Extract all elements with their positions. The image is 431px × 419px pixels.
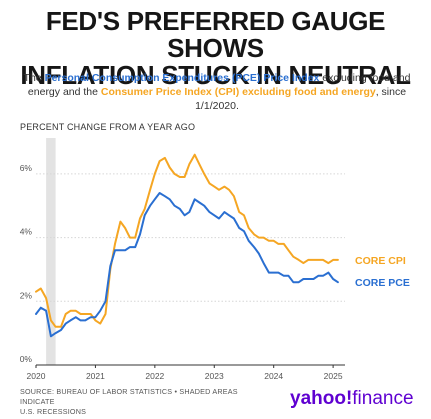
subtitle-pce-label: Personal Consumption Expenditures (PCE) …: [44, 72, 320, 84]
title-line-1: FED'S PREFERRED GAUGE SHOWS: [45, 6, 386, 63]
series-label-core-cpi: CORE CPI: [355, 255, 406, 267]
x-tick-label: 2020: [27, 371, 46, 381]
x-tick-label: 2022: [145, 371, 164, 381]
logo-finance: finance: [352, 388, 414, 409]
source-line-1: SOURCE: BUREAU OF LABOR STATISTICS • SHA…: [20, 387, 238, 406]
source-line-2: U.S. RECESSIONS: [20, 407, 87, 416]
subtitle-post: , since 1/1/2020.: [195, 86, 407, 112]
y-tick-label: 6%: [20, 163, 33, 173]
x-tick-label: 2021: [86, 371, 105, 381]
y-axis-caption: PERCENT CHANGE FROM A YEAR AGO: [20, 122, 196, 132]
y-tick-label: 4%: [20, 227, 33, 237]
x-tick-label: 2023: [205, 371, 224, 381]
x-tick-label: 2024: [264, 371, 283, 381]
source-note: SOURCE: BUREAU OF LABOR STATISTICS • SHA…: [20, 387, 250, 417]
x-tick-label: 2025: [324, 371, 343, 381]
subtitle-cpi-label: Consumer Price Index (CPI) excluding foo…: [100, 86, 376, 98]
y-tick-label: 0%: [20, 354, 33, 364]
recession-shading: [46, 138, 56, 365]
series-label-core-pce: CORE PCE: [355, 277, 410, 289]
chart-subtitle: The Personal Consumption Expenditures (P…: [22, 71, 412, 113]
subtitle-pre: The: [23, 72, 45, 84]
subtitle-mid: excluding food and energy and the: [27, 72, 411, 98]
series-line-core-cpi: [35, 153, 339, 328]
title-line-2: INFLATION STUCK IN NEUTRAL: [20, 60, 411, 90]
chart-title: FED'S PREFERRED GAUGE SHOWS INFLATION ST…: [0, 8, 431, 89]
yahoo-finance-logo: yahoo!finance: [290, 389, 414, 409]
series-line-core-pce: [35, 192, 339, 338]
logo-yahoo: yahoo!: [290, 388, 353, 409]
y-tick-label: 2%: [20, 290, 33, 300]
